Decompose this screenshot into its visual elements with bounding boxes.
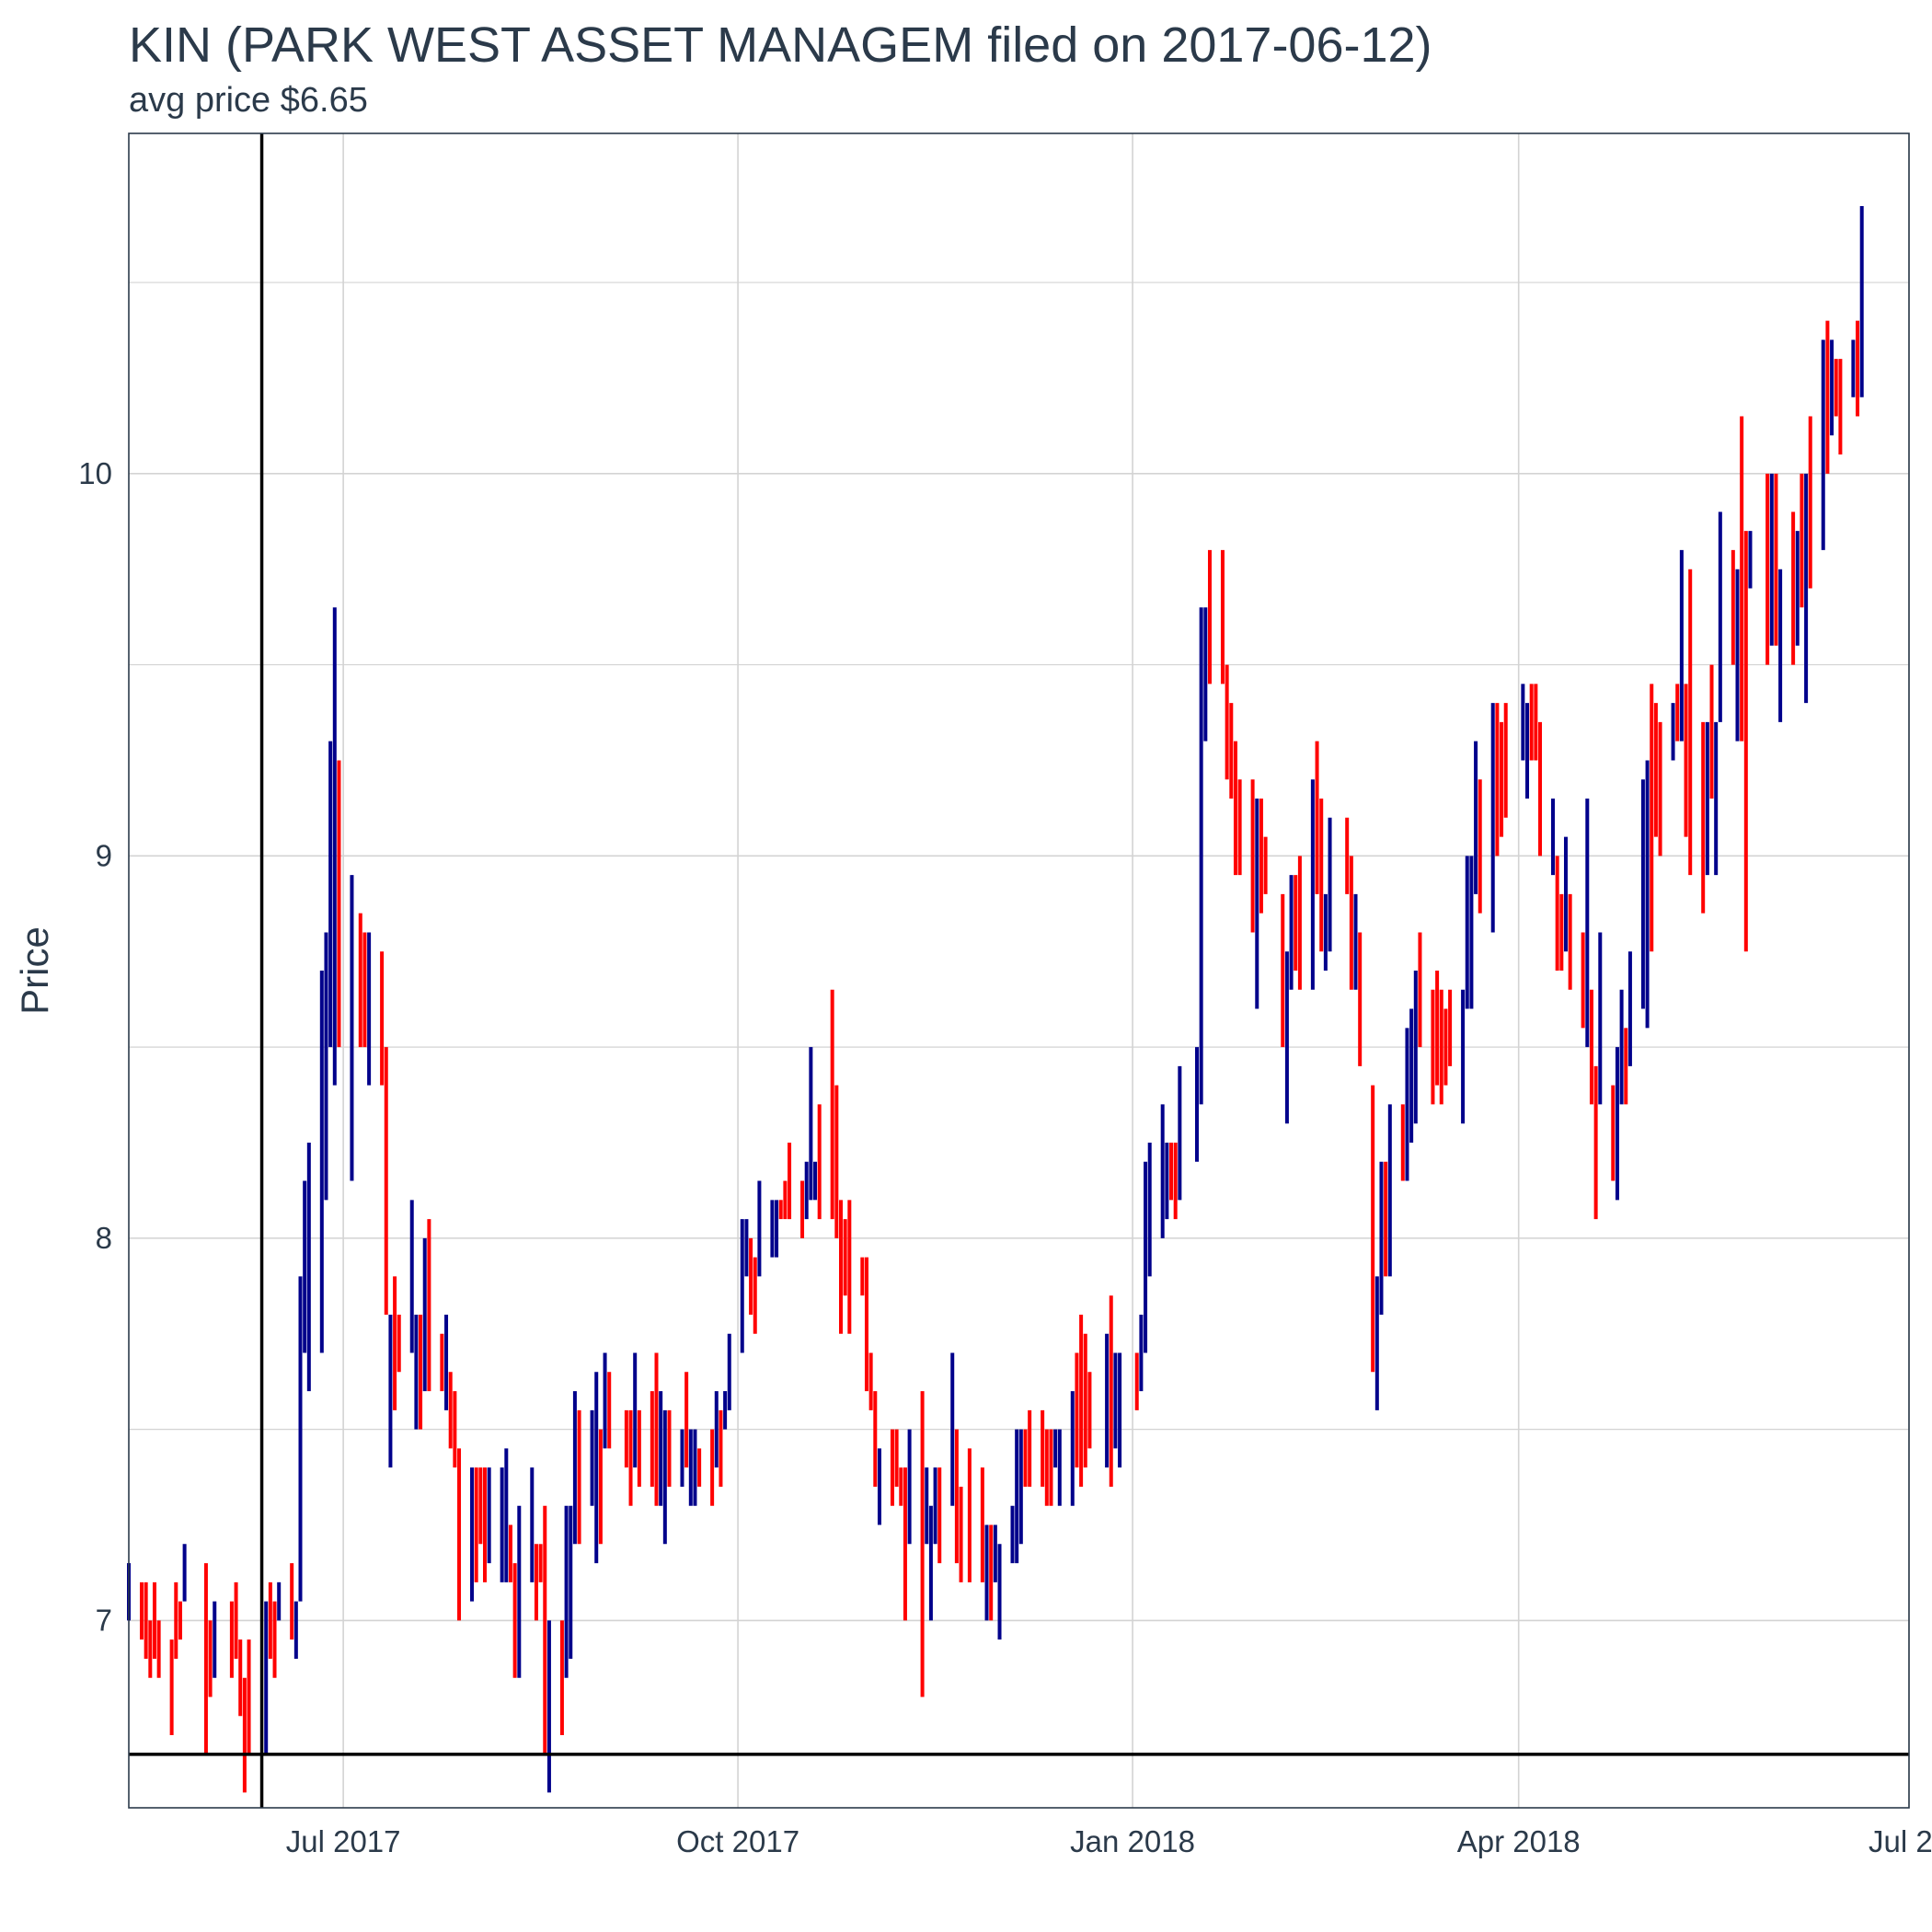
reference-lines xyxy=(129,133,1909,1808)
price-bars xyxy=(127,205,1864,1793)
x-tick-label: Jul 20 xyxy=(1869,1824,1932,1858)
x-tick-label: Apr 2018 xyxy=(1457,1824,1581,1858)
y-axis-label: Price xyxy=(13,926,56,1015)
chart-subtitle: avg price $6.65 xyxy=(129,81,368,120)
x-tick-label: Oct 2017 xyxy=(676,1824,799,1858)
x-tick-label: Jan 2018 xyxy=(1070,1824,1195,1858)
axis-labels: 7 8 9 10 Jul 2017 Oct 2017 Jan 2018 Apr 2018 Jul… xyxy=(78,456,1932,1858)
y-tick-label: 9 xyxy=(96,838,112,872)
chart-title: KIN (PARK WEST ASSET MANAGEM filed on 20… xyxy=(129,17,1432,73)
y-tick-label: 8 xyxy=(96,1221,112,1255)
y-tick-label: 10 xyxy=(78,456,112,490)
x-tick-label: Jul 2017 xyxy=(286,1824,401,1858)
plot-panel-border xyxy=(128,132,1910,1809)
y-tick-label: 7 xyxy=(96,1603,112,1637)
